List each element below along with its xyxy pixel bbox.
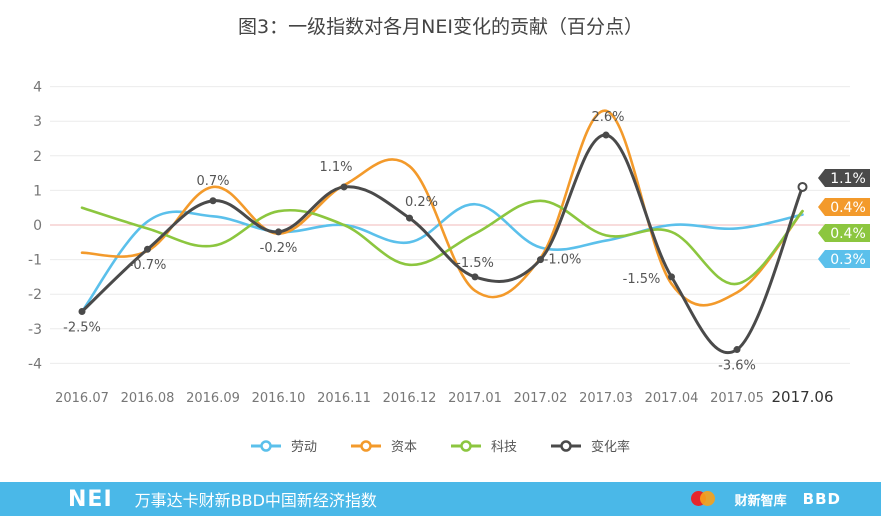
- x-tick-label: 2016.07: [55, 391, 109, 406]
- data-point: [797, 181, 808, 192]
- y-tick-label: 4: [33, 80, 42, 96]
- x-tick-label: 2017.06: [771, 388, 833, 406]
- data-label: -1.5%: [623, 272, 661, 287]
- data-label: -0.7%: [129, 258, 167, 273]
- data-label: -0.2%: [260, 241, 298, 256]
- x-tick-label: 2017.02: [514, 391, 568, 406]
- legend-swatch-icon: [350, 439, 381, 452]
- data-label: 1.1%: [319, 160, 352, 175]
- x-tick-label: 2016.09: [186, 391, 240, 406]
- line-chart: 4 3 2 1 0 -1 -2 -3 -4 2016.07 2016.08 2016.09 2016.1…: [28, 80, 870, 406]
- data-label: 2.6%: [591, 110, 624, 125]
- y-tick-label: 1: [33, 183, 42, 199]
- footer-title: 万事达卡财新BBD中国新经济指数: [134, 491, 377, 510]
- x-tick-label: 2016.11: [317, 391, 371, 406]
- data-point: [733, 346, 741, 354]
- y-tick-label: -4: [28, 356, 42, 372]
- legend-label: 变化率: [591, 440, 631, 455]
- y-tick-label: -3: [28, 322, 42, 338]
- data-label: -1.0%: [544, 253, 582, 268]
- x-tick-label: 2016.08: [121, 391, 175, 406]
- data-point: [144, 245, 151, 253]
- legend-swatch-icon: [250, 439, 281, 452]
- series-line-资本: [80, 109, 804, 307]
- data-point: [209, 197, 217, 205]
- x-tick-label: 2016.10: [252, 391, 306, 406]
- data-point: [340, 183, 348, 191]
- x-tick-label: 2017.01: [448, 391, 502, 406]
- data-point: [471, 273, 479, 281]
- data-point: [537, 256, 544, 264]
- y-tick-label: 0: [33, 218, 42, 234]
- y-tick-label: -2: [28, 287, 42, 303]
- legend-item: 变化率: [551, 436, 630, 455]
- y-tick-label: 2: [33, 149, 42, 165]
- data-label: 0.2%: [405, 195, 438, 210]
- legend-item: 劳动: [250, 436, 317, 455]
- data-label: -3.6%: [718, 359, 756, 374]
- end-badge-label: 0.4%: [830, 200, 866, 216]
- caixin-logo: 财新智库: [734, 493, 787, 509]
- x-tick-label: 2017.05: [710, 391, 764, 406]
- series-line-劳动: [80, 202, 804, 313]
- series-line-科技: [80, 199, 804, 286]
- end-badge-label: 0.3%: [830, 252, 866, 268]
- x-tick-label: 2016.12: [383, 391, 437, 406]
- end-badge: [818, 198, 870, 216]
- chart-title: 图3：一级指数对各月NEI变化的贡献（百分点）: [238, 16, 643, 38]
- legend: 劳动 资本 科技 变化率: [0, 436, 881, 455]
- data-point: [275, 228, 282, 236]
- data-label: -2.5%: [63, 321, 101, 336]
- end-badge: [818, 224, 870, 242]
- mastercard-logo-icon: [689, 488, 719, 510]
- data-label: 0.7%: [196, 174, 229, 189]
- end-badge: [818, 169, 870, 187]
- data-point: [668, 273, 675, 281]
- legend-item: 资本: [350, 436, 417, 455]
- legend-swatch-icon: [551, 439, 582, 452]
- partner-logos: 财新智库 BBD: [689, 482, 841, 516]
- end-badge: [818, 250, 870, 268]
- data-point: [602, 131, 610, 139]
- data-label: -1.5%: [456, 256, 494, 271]
- end-badge-label: 1.1%: [830, 171, 866, 187]
- legend-item: 科技: [451, 436, 517, 455]
- data-point: [406, 214, 413, 222]
- footer-bar: NEI 万事达卡财新BBD中国新经济指数 财新智库 BBD: [0, 482, 881, 516]
- y-tick-label: -1: [28, 253, 42, 269]
- y-tick-label: 3: [33, 114, 42, 130]
- bbd-logo: BBD: [802, 490, 841, 508]
- legend-label: 资本: [390, 440, 417, 455]
- legend-label: 科技: [491, 440, 518, 455]
- end-badge-label: 0.4%: [830, 226, 866, 242]
- x-tick-label: 2017.03: [579, 391, 633, 406]
- legend-swatch-icon: [451, 439, 481, 452]
- legend-label: 劳动: [290, 440, 317, 455]
- data-point: [78, 308, 86, 315]
- nei-logo: NEI: [68, 486, 113, 512]
- x-tick-label: 2017.04: [645, 391, 699, 406]
